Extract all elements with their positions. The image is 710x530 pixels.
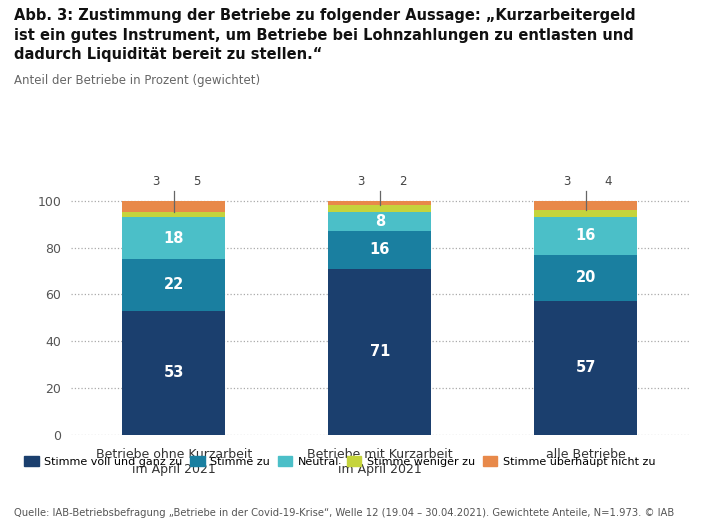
Bar	[534, 201, 638, 210]
Text: 3: 3	[152, 175, 159, 188]
Bar	[328, 269, 432, 435]
Text: dadurch Liquidität bereit zu stellen.“: dadurch Liquidität bereit zu stellen.“	[14, 47, 322, 62]
Text: 18: 18	[164, 231, 184, 246]
Bar	[123, 213, 226, 217]
Text: 57: 57	[576, 360, 596, 375]
Text: 22: 22	[164, 277, 184, 293]
Bar	[534, 254, 638, 302]
Bar	[328, 231, 432, 269]
Bar	[123, 311, 226, 435]
Bar	[534, 210, 638, 217]
Legend: Stimme voll und ganz zu, Stimme zu, Neutral, Stimme weniger zu, Stimme überhaupt: Stimme voll und ganz zu, Stimme zu, Neut…	[20, 452, 660, 472]
Text: 2: 2	[399, 175, 406, 188]
Text: 5: 5	[193, 175, 200, 188]
Text: 16: 16	[370, 242, 390, 258]
Bar	[328, 213, 432, 231]
Bar	[123, 217, 226, 259]
Text: 8: 8	[375, 214, 385, 229]
Text: ist ein gutes Instrument, um Betriebe bei Lohnzahlungen zu entlasten und: ist ein gutes Instrument, um Betriebe be…	[14, 28, 634, 42]
Bar	[328, 201, 432, 206]
Text: 16: 16	[576, 228, 596, 243]
Text: 53: 53	[164, 365, 184, 380]
Text: 71: 71	[370, 344, 390, 359]
Bar	[534, 302, 638, 435]
Bar	[328, 206, 432, 213]
Text: Quelle: IAB-Betriebsbefragung „Betriebe in der Covid-19-Krise“, Welle 12 (19.04 : Quelle: IAB-Betriebsbefragung „Betriebe …	[14, 508, 674, 518]
Text: Anteil der Betriebe in Prozent (gewichtet): Anteil der Betriebe in Prozent (gewichte…	[14, 74, 261, 87]
Bar	[123, 201, 226, 213]
Text: 4: 4	[605, 175, 612, 188]
Text: 20: 20	[576, 270, 596, 286]
Text: 3: 3	[564, 175, 571, 188]
Bar	[123, 259, 226, 311]
Text: Abb. 3: Zustimmung der Betriebe zu folgender Aussage: „Kurzarbeitergeld: Abb. 3: Zustimmung der Betriebe zu folge…	[14, 8, 636, 23]
Text: 3: 3	[358, 175, 365, 188]
Bar	[534, 217, 638, 254]
